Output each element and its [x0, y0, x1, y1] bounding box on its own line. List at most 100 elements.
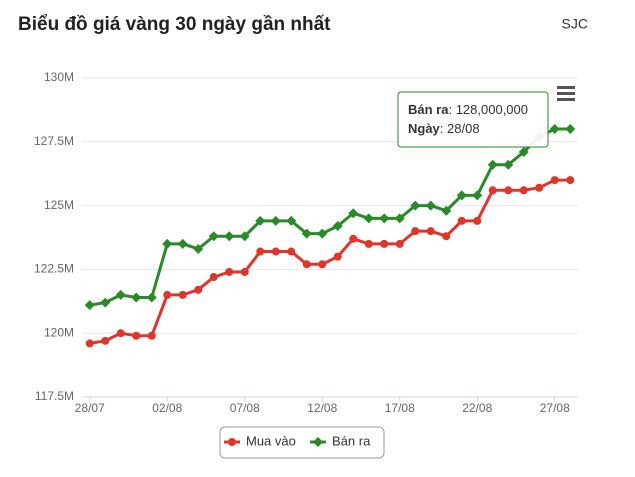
point	[132, 331, 141, 340]
point	[535, 183, 544, 192]
point	[302, 260, 311, 269]
y-tick-label: 120M	[44, 325, 74, 339]
x-tick-label: 02/08	[152, 401, 182, 415]
y-tick-label: 130M	[44, 70, 74, 84]
menu-bar[interactable]	[557, 92, 575, 95]
point	[287, 247, 296, 256]
point	[472, 190, 483, 201]
series-line	[89, 127, 571, 307]
point	[271, 247, 280, 256]
point	[163, 290, 172, 299]
point	[426, 227, 435, 236]
point	[379, 213, 390, 224]
point	[286, 215, 297, 226]
chart-title: Biểu đồ giá vàng 30 ngày gần nhất	[18, 14, 331, 35]
point	[208, 231, 219, 242]
point	[550, 176, 559, 185]
source-label: SJC	[562, 16, 588, 32]
x-tick-label: 28/07	[75, 401, 105, 415]
point	[84, 300, 95, 311]
y-tick-label: 122.5M	[34, 262, 74, 276]
point	[518, 147, 529, 158]
tooltip-line: Bán ra: 128,000,000	[408, 102, 528, 117]
y-tick-label: 127.5M	[34, 134, 74, 148]
point	[178, 290, 187, 299]
tooltip-sep: :	[448, 102, 455, 117]
point	[503, 159, 514, 170]
point	[487, 159, 498, 170]
menu-icon[interactable]	[557, 86, 575, 101]
point	[488, 186, 497, 195]
point	[318, 260, 327, 269]
x-tick-label: 22/08	[462, 401, 492, 415]
point	[115, 289, 126, 300]
legend-symbol	[228, 438, 236, 446]
point	[348, 208, 359, 219]
point	[162, 238, 173, 249]
point	[101, 336, 110, 345]
point	[380, 239, 389, 248]
tooltip: Bán ra: 128,000,000 Ngày: 28/08	[397, 91, 549, 148]
point	[270, 215, 281, 226]
tooltip-line: Ngày: 28/08	[408, 121, 480, 136]
tooltip-date-label: Ngày	[408, 121, 441, 136]
point	[394, 213, 405, 224]
point	[566, 176, 575, 185]
point	[504, 186, 513, 195]
y-tick-label: 117.5M	[35, 389, 74, 403]
point	[116, 329, 125, 338]
y-tick-label: 125M	[44, 198, 74, 212]
point	[411, 227, 420, 236]
point	[425, 200, 436, 211]
point	[349, 234, 358, 243]
point	[333, 252, 342, 261]
point	[410, 200, 421, 211]
point	[565, 124, 576, 135]
legend-label: Mua vào	[246, 433, 296, 448]
legend-label: Bán ra	[332, 433, 371, 448]
point	[457, 216, 466, 225]
point	[240, 267, 249, 276]
point	[301, 228, 312, 239]
x-tick-label: 27/08	[540, 401, 570, 415]
point	[255, 215, 266, 226]
x-tick-label: 07/08	[230, 401, 260, 415]
point	[193, 243, 204, 254]
point	[177, 238, 188, 249]
menu-bar[interactable]	[557, 98, 575, 101]
point	[363, 213, 374, 224]
tooltip-box	[397, 91, 549, 148]
tooltip-value: 128,000,000	[456, 102, 528, 117]
point	[519, 186, 528, 195]
point	[194, 285, 203, 294]
point	[441, 205, 452, 216]
point	[473, 216, 482, 225]
menu-bar[interactable]	[557, 86, 575, 89]
tooltip-date: 28/08	[447, 121, 480, 136]
point	[549, 124, 560, 135]
point	[85, 339, 94, 348]
point	[100, 297, 111, 308]
tooltip-sep: :	[440, 121, 447, 136]
x-tick-label: 12/08	[307, 401, 337, 415]
point	[209, 273, 218, 282]
point	[364, 239, 373, 248]
point	[131, 292, 142, 303]
point	[147, 331, 156, 340]
point	[239, 231, 250, 242]
legend-symbol	[313, 437, 323, 447]
legend-box	[219, 426, 385, 459]
point	[317, 228, 328, 239]
point	[146, 292, 157, 303]
point	[456, 190, 467, 201]
point	[332, 221, 343, 232]
legend: Mua vào Bán ra	[219, 426, 385, 459]
point	[395, 239, 404, 248]
point	[442, 232, 451, 241]
point	[225, 267, 234, 276]
point	[224, 231, 235, 242]
point	[256, 247, 265, 256]
x-tick-label: 17/08	[385, 401, 415, 415]
tooltip-series: Bán ra	[408, 102, 449, 117]
